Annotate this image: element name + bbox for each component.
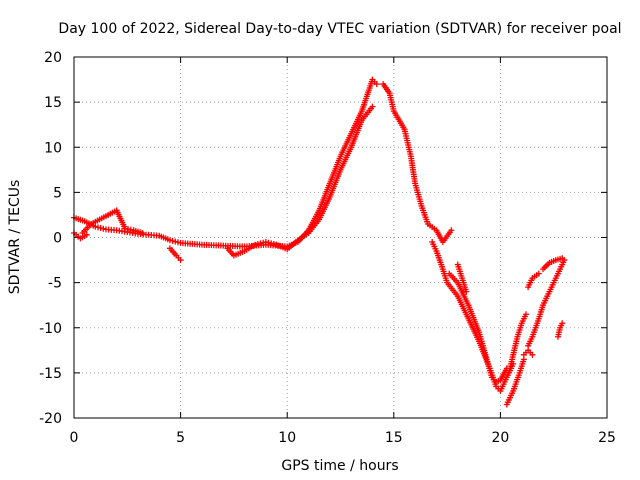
series-track-5 [224,103,376,259]
data-point [373,81,380,88]
data-point [529,351,536,358]
data-point [535,270,542,277]
series-track-12 [525,257,568,349]
x-tick-label: 10 [278,430,296,446]
series-track-6 [380,81,455,246]
x-tick-label: 5 [176,430,185,446]
data-point-fill [100,225,107,232]
data-point-fill [94,224,101,231]
series-track-14 [540,255,566,273]
y-tick-label: -5 [48,276,62,292]
data-point [139,229,146,236]
y-tick-label: 5 [53,185,62,201]
x-tick-label: 20 [491,430,509,446]
x-tick-label: 25 [598,430,616,446]
series-track-4 [166,245,184,264]
data-point-fill [265,239,272,246]
y-tick-label: 20 [44,50,62,66]
y-tick-label: -10 [39,321,62,337]
data-point [166,237,173,244]
series-track-9 [454,261,470,295]
series-track-8 [446,270,510,385]
data-points [71,76,568,408]
plot-frame [73,56,608,419]
data-point-fill [172,238,179,245]
data-point-fill [169,237,176,244]
y-tick-label: 10 [44,140,62,156]
y-axis-label: SDTVAR / TECUs [7,180,23,295]
data-point-fill [257,240,264,247]
data-point-fill [268,240,275,247]
data-point-fill [260,239,267,246]
data-point-fill [174,239,181,246]
data-point [559,320,566,327]
data-point [369,103,376,110]
data-point-fill [97,225,104,232]
series-track-13 [525,270,542,291]
x-tick-label: 15 [385,430,403,446]
data-point [262,239,269,246]
y-tick-label: 0 [53,231,62,247]
data-point [448,227,455,234]
y-tick-label: -20 [39,411,62,427]
series-track-15 [520,347,536,358]
chart-title: Day 100 of 2022, Sidereal Day-to-day VTE… [58,21,621,37]
series-track-16 [554,320,566,340]
data-point [252,241,259,248]
data-point [559,255,566,262]
x-axis-label: GPS time / hours [281,458,398,474]
series-track-11 [503,356,527,408]
data-point [463,288,470,295]
y-tick-label: 15 [44,95,62,111]
data-point-fill [254,241,261,248]
data-point [522,311,529,318]
series-track-2 [79,207,146,236]
data-point [83,231,90,238]
series-track-10 [505,311,529,376]
axis-ticks: 0 5 10 15 20 25 -20 -15 -10 -5 0 5 10 15 20 [39,50,616,446]
data-point-fill [270,241,277,248]
x-tick-label: 0 [70,430,79,446]
data-point [177,257,184,264]
y-tick-label: -15 [39,366,62,382]
series-track-1 [71,76,380,250]
